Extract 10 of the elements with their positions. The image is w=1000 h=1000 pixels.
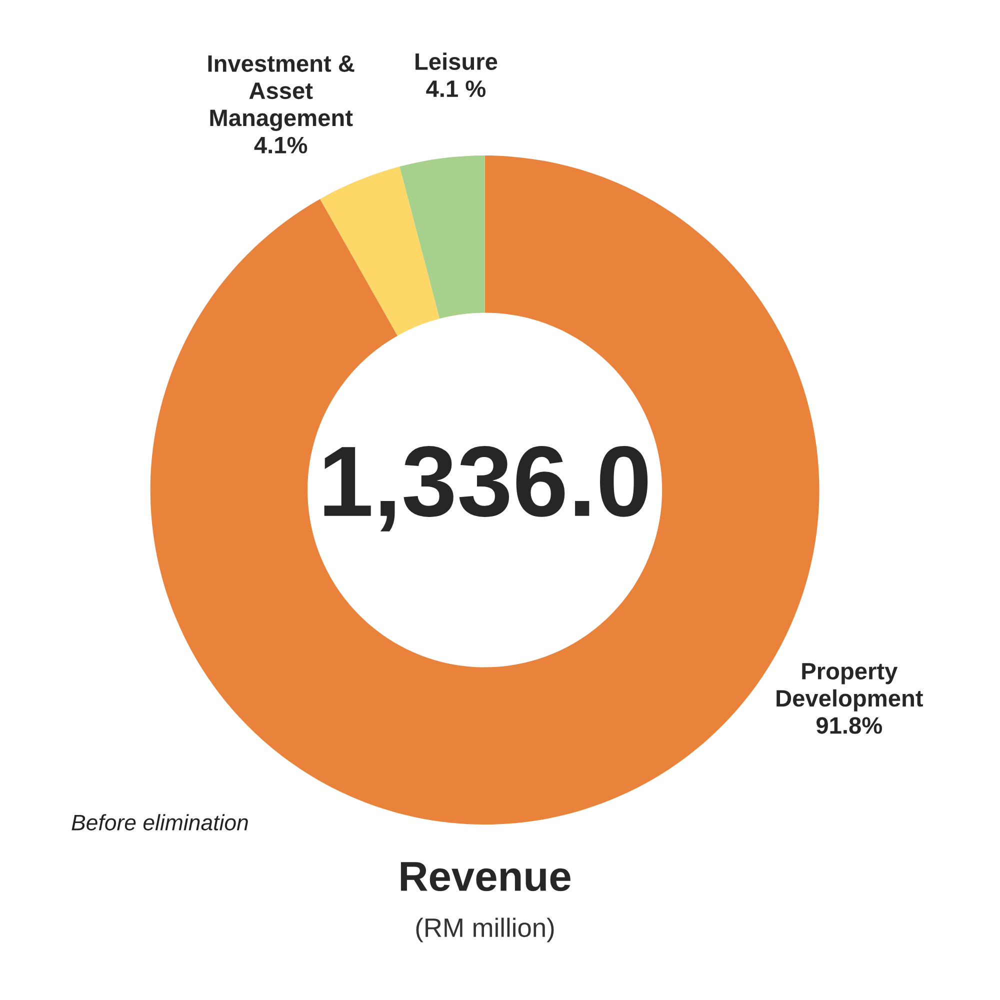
text: Before elimination — [72, 814, 248, 830]
text: (RM million) — [416, 918, 554, 942]
data-label: 4.1 % — [426, 80, 486, 98]
slice-label: Property Development — [776, 663, 923, 712]
text: 1,336.0 — [324, 446, 648, 532]
slice-label: Leisure — [416, 52, 498, 70]
data-label: 4.1% — [254, 136, 308, 154]
text: Revenue — [400, 862, 570, 892]
slice-label: Investment & Asset Management — [208, 55, 354, 132]
data-label: 91.8% — [816, 717, 882, 734]
